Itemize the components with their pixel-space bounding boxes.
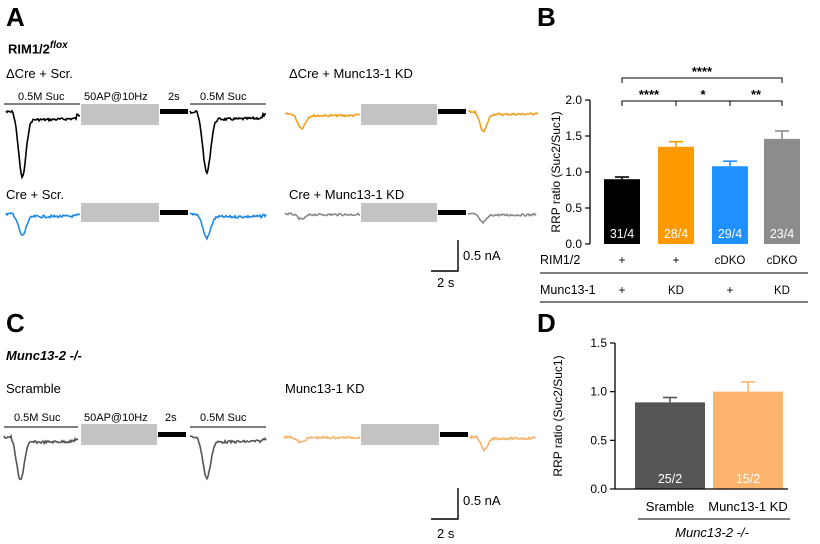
trace-cre-kd-suc1 [284,212,361,221]
trace-dcre-scr-suc1 [5,109,81,180]
bar-n-label: 25/2 [658,472,682,486]
bar-n-label: 29/4 [718,227,742,241]
bar [712,166,748,244]
trace-kd-suc2 [469,434,536,453]
stim-train-scramble [81,424,157,445]
significance-label: * [700,87,706,102]
y-tick-label: 0.5 [565,201,582,215]
scale-bar-c-y: 0.5 nA [463,493,501,508]
group-label: Munc13-2 -/- [675,525,749,540]
suc2-label-c: 0.5M Suc [200,412,247,424]
y-axis-label: RRP ratio (Suc2/Suc1) [551,355,565,476]
y-tick-label: 0.5 [590,433,607,447]
panel-c-genotype: Munc13-2 -/- [6,348,82,363]
stim-train-cre-scr [81,203,159,222]
x-tick-label: Sramble [646,499,694,514]
train-label: 50AP@10Hz [84,91,148,103]
gap-bar-dcre-scr [160,109,188,114]
rim-row-cell: + [619,255,626,267]
panel-a-letter: A [6,2,25,32]
panel-c-letter: C [6,308,25,338]
panel-a-genotype: RIM1/2flox [8,40,68,56]
condition-dcre-scr: ΔCre + Scr. [6,66,73,81]
condition-scramble: Scramble [6,381,61,396]
stim-train-kd [361,424,439,445]
panel-c-traces: 0.5M Suc 50AP@10Hz 2s 0.5M Suc 0.5 nA 2 … [3,412,536,541]
scale-bar-c-x: 2 s [437,526,455,541]
gap-label: 2s [168,91,180,103]
y-tick-label: 0.0 [590,482,607,496]
genotype-sup: flox [49,40,68,51]
gap-bar-cre-scr [160,210,188,215]
bar [764,138,800,244]
condition-cre-scr: Cre + Scr. [6,187,65,202]
stim-train-dcre-scr [81,104,159,125]
significance-bracket [621,77,783,83]
trace-kd-suc1 [283,434,361,444]
munc-row-label: Munc13-1 [540,283,596,297]
genotype-main: RIM1/2 [8,41,50,57]
y-axis-label: RRP ratio (Suc2/Suc1) [549,111,563,232]
scale-bar-a-x: 2 s [437,275,455,290]
significance-label: ** [751,87,762,102]
gap-bar-kd [440,432,468,437]
condition-dcre-kd: ΔCre + Munc13-1 KD [289,66,413,81]
trace-dcre-kd-suc2 [467,109,539,133]
panel-d-letter: D [537,308,556,338]
trace-scramble-suc1 [3,434,79,481]
trace-dcre-scr-suc2 [189,109,267,175]
panel-d-chart: 0.0 0.5 1.0 1.5 RRP ratio (Suc2/Suc1) 25/2 15/… [551,336,790,540]
condition-cre-kd: Cre + Munc13-1 KD [289,187,405,202]
munc-row-cell: KD [668,285,684,297]
rim-row-cell: cDKO [715,255,746,267]
significance-label: **** [692,64,713,79]
bar-n-label: 15/2 [736,472,760,486]
train-label-c: 50AP@10Hz [84,412,148,424]
x-tick-label: Munc13-1 KD [708,499,787,514]
stim-train-dcre-kd [361,104,437,125]
suc1-label: 0.5M Suc [18,91,65,103]
bar [713,391,783,489]
scale-bar-a-y: 0.5 nA [463,248,501,263]
bar-n-label: 28/4 [664,227,688,241]
munc-row-cell: + [619,285,626,297]
rim-row-cell: cDKO [767,255,798,267]
bar [635,402,705,489]
bar-n-label: 31/4 [610,227,634,241]
gap-bar-dcre-kd [438,109,466,114]
gap-label-c: 2s [165,412,177,424]
suc1-label-c: 0.5M Suc [14,412,61,424]
y-tick-label: 1.0 [590,385,607,399]
suc2-label: 0.5M Suc [200,91,247,103]
gap-bar-cre-kd [438,210,466,215]
scale-bar-c [431,488,459,520]
scale-bar-a [431,240,459,272]
rim-row-label: RIM1/2 [540,253,580,267]
rim-row-cell: + [673,255,680,267]
significance-label: **** [639,87,660,102]
significance-bracket [729,100,783,106]
y-tick-label: 2.0 [565,93,582,107]
bar [604,179,640,244]
y-tick-label: 0.0 [565,237,582,251]
gap-bar-scramble [158,432,186,437]
trace-cre-kd-suc2 [467,212,537,225]
bar [658,146,694,244]
stim-train-cre-kd [361,203,437,222]
panel-a-traces: 0.5M Suc 50AP@10Hz 2s 0.5M Suc 0.5 nA 2 … [4,91,539,290]
y-tick-label: 1.5 [590,336,607,350]
panel-b-letter: B [537,2,556,32]
trace-cre-scr-suc2 [189,212,267,241]
trace-cre-scr-suc1 [5,211,81,236]
munc-row-cell: + [727,285,734,297]
bar-n-label: 23/4 [770,227,794,241]
y-tick-label: 1.5 [565,129,582,143]
trace-scramble-suc2 [189,435,267,481]
munc-row-cell: KD [774,285,790,297]
y-tick-label: 1.0 [565,165,582,179]
condition-munc13-1-kd: Munc13-1 KD [285,381,365,396]
trace-dcre-kd-suc1 [284,112,361,131]
